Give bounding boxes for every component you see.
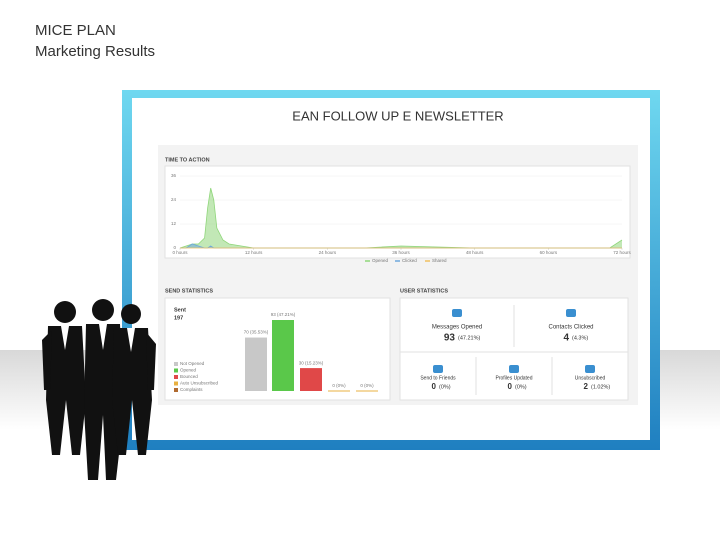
chart-box (164, 165, 631, 259)
x-tick-label: 0 hours (172, 250, 188, 255)
stat-percent: (0%) (515, 384, 527, 390)
x-tick-label: 60 hours (540, 250, 558, 255)
legend-label: Shared (432, 258, 447, 263)
legend-label: Bounced (180, 374, 198, 379)
y-tick-label: 12 (171, 221, 177, 226)
stat-percent: (4.3%) (572, 335, 588, 341)
shirts (61, 324, 135, 352)
stat-value: 0 (432, 382, 437, 391)
slide-title: MICE PLAN (35, 22, 116, 39)
x-tick-label: 72 hours (613, 250, 631, 255)
y-tick-label: 24 (171, 197, 177, 202)
x-tick-label: 36 hours (392, 250, 410, 255)
stat-icon (509, 365, 519, 373)
stat-icon (566, 309, 576, 317)
silhouettes (42, 299, 156, 480)
stat-percent: (0%) (439, 384, 451, 390)
section-title: USER STATISTICS (400, 288, 448, 294)
legend-label: Complaints (180, 387, 203, 392)
stat-icon (433, 365, 443, 373)
panel-title: EAN FOLLOW UP E NEWSLETTER (292, 108, 503, 123)
stat-label: Unsubscribed (575, 375, 606, 381)
stat-label: Messages Opened (432, 325, 482, 331)
stat-percent: (47.21%) (458, 335, 480, 341)
stat-value: 4 (563, 333, 569, 344)
slide-subtitle: Marketing Results (35, 43, 155, 60)
stat-value: 2 (584, 382, 589, 391)
legend-swatch (174, 375, 178, 379)
y-tick-label: 0 (173, 245, 176, 250)
x-tick-label: 24 hours (319, 250, 337, 255)
bar-label: 70 (35.53%) (244, 330, 269, 335)
series-line (179, 187, 623, 249)
stat-value: 0 (508, 382, 513, 391)
x-tick-label: 12 hours (245, 250, 263, 255)
y-tick-label: 36 (171, 173, 177, 178)
legend-label: Opened (372, 258, 389, 263)
legend-swatch (174, 388, 178, 392)
bar-label: 0 (0%) (360, 383, 374, 388)
x-tick-label: 48 hours (466, 250, 484, 255)
legend-swatch (174, 362, 178, 366)
legend-swatch (174, 368, 178, 373)
stat-label: Profiles Updated (496, 375, 533, 381)
bar-label: 93 (47.21%) (271, 312, 296, 317)
sent-label: Sent (174, 307, 186, 313)
section-title: TIME TO ACTION (165, 157, 210, 163)
stat-label: Send to Friends (420, 375, 456, 381)
series-area (180, 188, 622, 248)
bar-label: 30 (15.23%) (299, 360, 324, 365)
legend-swatch (174, 381, 178, 386)
legend-label: Clicked (402, 258, 417, 263)
legend-label: Auto Unsubscribed (180, 381, 219, 386)
legend-label: Not Opened (180, 361, 205, 366)
bar (300, 368, 322, 391)
bar-label: 0 (0%) (332, 383, 346, 388)
sent-value: 197 (174, 315, 183, 321)
bar (272, 320, 294, 391)
bar (245, 337, 267, 391)
stat-percent: (1.02%) (591, 384, 610, 390)
section-title: SEND STATISTICS (165, 288, 213, 294)
legend-label: Opened (180, 368, 197, 373)
stat-value: 93 (444, 333, 456, 344)
stat-icon (452, 309, 462, 317)
stat-label: Contacts Clicked (548, 325, 593, 331)
stat-icon (585, 365, 595, 373)
